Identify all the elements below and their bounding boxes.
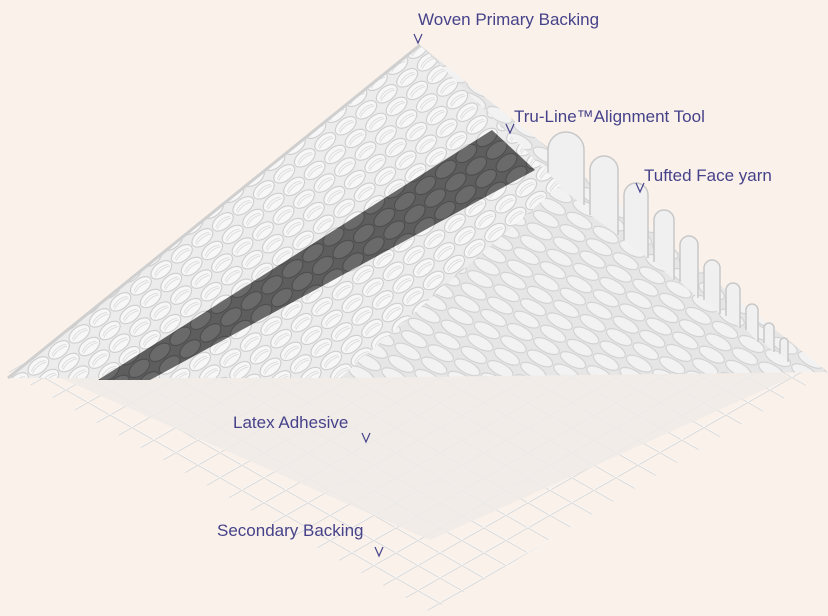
label: Tufted Face yarn [644, 166, 772, 185]
label: Tru-Line™Alignment Tool [514, 107, 705, 126]
pointer [374, 546, 384, 558]
pointer [635, 182, 645, 194]
ridge [7, 43, 421, 380]
pointer [361, 432, 371, 444]
primary-backing-surface [8, 45, 560, 378]
pointer [505, 123, 515, 135]
tufted-loops [547, 131, 789, 362]
label: Woven Primary Backing [418, 10, 599, 29]
pointer [413, 33, 423, 45]
label: Secondary Backing [217, 521, 363, 540]
alignment-band [98, 130, 535, 380]
label: Latex Adhesive [233, 413, 348, 432]
